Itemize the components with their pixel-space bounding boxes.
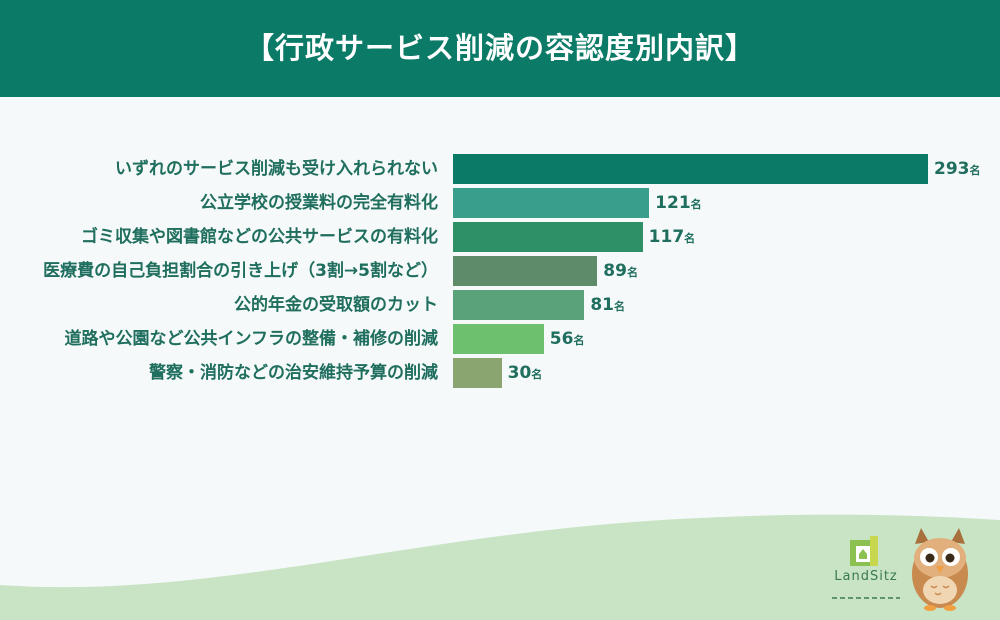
bar: [453, 324, 544, 354]
data-label: 89名: [603, 256, 638, 286]
data-label: 56名: [550, 324, 585, 354]
data-label-value: 81: [590, 295, 614, 315]
data-label-value: 89: [603, 261, 627, 281]
brand-name: LandSitz: [834, 569, 898, 584]
data-label-unit: 名: [573, 334, 585, 347]
bar: [453, 256, 598, 286]
data-label-unit: 名: [969, 164, 981, 177]
data-label: 30名: [508, 358, 543, 388]
data-label-value: 56: [549, 329, 574, 349]
bar: [453, 358, 502, 388]
category-label: 公的年金の受取額のカット: [234, 295, 438, 315]
data-label-unit: 名: [626, 266, 638, 279]
data-label-unit: 名: [690, 198, 702, 211]
data-label: 81名: [590, 290, 625, 320]
bottom-wave-decoration: [0, 514, 1000, 620]
data-label-unit: 名: [684, 232, 696, 245]
data-label-unit: 名: [613, 300, 625, 313]
category-label: 警察・消防などの治安維持予算の削減: [149, 363, 438, 383]
data-label: 117名: [649, 222, 696, 252]
landsitz-logo-icon: [832, 536, 900, 599]
data-label-value: 117: [648, 227, 685, 247]
bar: [453, 290, 585, 320]
data-label-value: 30: [507, 363, 532, 383]
bar: [453, 154, 928, 184]
bar: [453, 188, 650, 218]
category-label: 道路や公園など公共インフラの整備・補修の削減: [64, 329, 439, 349]
category-label: 公立学校の授業料の完全有料化: [200, 193, 438, 213]
data-label-unit: 名: [531, 368, 543, 381]
header-banner: 【行政サービス削減の容認度別内訳】: [0, 0, 1000, 97]
bar: [453, 222, 643, 252]
chart-title: 【行政サービス削減の容認度別内訳】: [244, 31, 755, 65]
data-label-value: 121: [655, 193, 691, 213]
data-label-value: 293: [934, 159, 970, 179]
owl-mascot-icon: [912, 528, 968, 611]
data-label: 121名: [655, 188, 702, 218]
category-label: ゴミ収集や図書館などの公共サービスの有料化: [81, 227, 438, 247]
category-label: 医療費の自己負担割合の引き上げ（3割→5割など）: [43, 261, 438, 281]
data-label: 293名: [934, 154, 981, 184]
category-label: いずれのサービス削減も受け入れられない: [115, 159, 438, 179]
